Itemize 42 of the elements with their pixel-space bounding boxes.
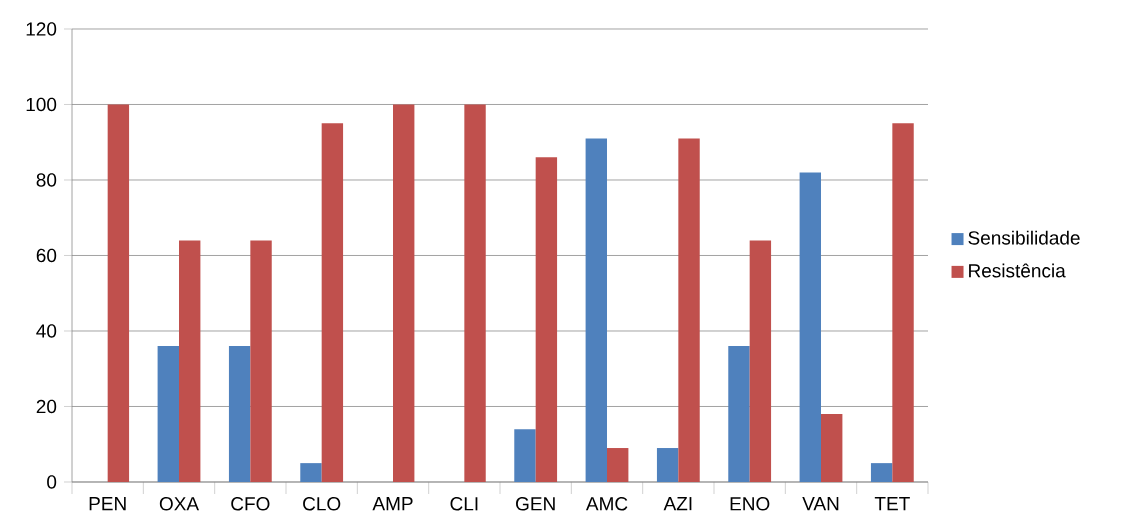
bar — [749, 240, 772, 482]
bar — [514, 429, 536, 482]
x-tick-label: AMP — [372, 497, 413, 511]
legend-label: Sensibilidade — [968, 230, 1080, 245]
bar — [179, 240, 201, 482]
x-tick-label: CLO — [303, 497, 341, 511]
bar — [300, 463, 322, 482]
bar — [393, 104, 415, 482]
x-tick-label: ENO — [730, 497, 770, 511]
bar — [321, 123, 344, 482]
bar — [892, 123, 914, 482]
x-tick-label: VAN — [802, 497, 839, 511]
y-tick-label: 0 — [47, 475, 57, 489]
bar — [821, 414, 843, 482]
bar — [607, 448, 629, 482]
bar — [799, 172, 821, 482]
x-tick-label: AZI — [663, 497, 692, 511]
y-tick-label: 80 — [36, 173, 57, 187]
x-tick-label: GEN — [516, 497, 555, 511]
x-tick-label: OXA — [159, 497, 200, 511]
x-tick-label: AMC — [585, 497, 628, 511]
bar — [107, 104, 130, 482]
x-tick-label: TET — [874, 497, 910, 511]
bar — [228, 346, 251, 482]
y-tick-label: 20 — [36, 399, 57, 414]
bar — [250, 240, 272, 482]
y-tick-label: 120 — [26, 22, 57, 36]
bar — [678, 138, 700, 482]
y-tick-label: 40 — [36, 324, 57, 338]
x-tick-label: PEN — [89, 497, 126, 511]
bar — [656, 448, 679, 482]
bar — [585, 138, 607, 482]
x-tick-label: CFO — [231, 497, 270, 511]
y-tick-label: 60 — [36, 248, 57, 263]
x-tick-label: CLI — [450, 497, 478, 511]
legend-label: Resistência — [969, 263, 1066, 278]
bar — [464, 104, 486, 482]
y-tick-label: 100 — [26, 97, 57, 112]
bar — [535, 157, 558, 482]
bar — [728, 346, 750, 482]
bar — [870, 463, 893, 482]
bar — [157, 346, 179, 482]
